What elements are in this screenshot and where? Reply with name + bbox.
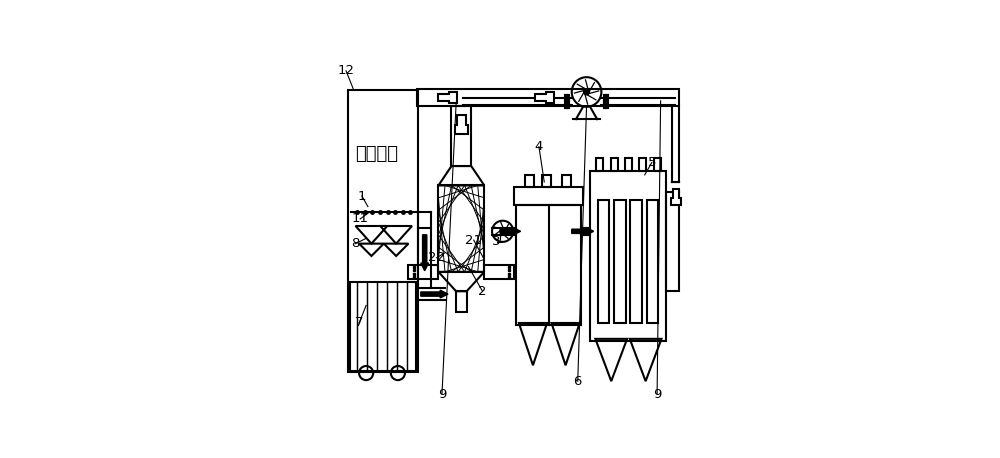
- FancyArrow shape: [421, 290, 448, 298]
- Bar: [562, 175, 571, 187]
- Bar: [654, 158, 661, 171]
- Bar: [484, 265, 514, 279]
- Bar: [451, 106, 471, 166]
- Polygon shape: [455, 115, 468, 134]
- Bar: [542, 175, 551, 187]
- Text: 9: 9: [653, 388, 661, 401]
- Bar: [625, 158, 632, 171]
- Text: 3: 3: [492, 235, 501, 248]
- Bar: [348, 90, 418, 372]
- Bar: [516, 205, 581, 325]
- Polygon shape: [671, 189, 681, 205]
- Polygon shape: [535, 92, 554, 103]
- Bar: [514, 187, 583, 205]
- Bar: [525, 175, 534, 187]
- Bar: [598, 200, 609, 323]
- Text: 8: 8: [351, 237, 360, 250]
- Bar: [596, 158, 603, 171]
- Text: 1: 1: [358, 190, 366, 202]
- Bar: [630, 200, 642, 323]
- Circle shape: [500, 229, 505, 234]
- Bar: [639, 158, 646, 171]
- Text: 7: 7: [355, 316, 363, 329]
- FancyArrow shape: [500, 228, 521, 235]
- Bar: [456, 291, 467, 312]
- Text: 22: 22: [428, 251, 445, 264]
- Text: 6: 6: [574, 375, 582, 387]
- Bar: [611, 158, 618, 171]
- Bar: [614, 200, 626, 323]
- Text: 11: 11: [352, 213, 369, 225]
- Bar: [590, 171, 666, 341]
- Bar: [408, 265, 438, 279]
- Text: 21: 21: [465, 234, 482, 246]
- Bar: [350, 283, 416, 371]
- Bar: [647, 200, 658, 323]
- Text: 湿熄焦塔: 湿熄焦塔: [355, 145, 398, 163]
- Bar: [417, 89, 679, 106]
- Polygon shape: [438, 92, 457, 103]
- Text: 9: 9: [438, 388, 446, 401]
- Text: 4: 4: [535, 140, 543, 153]
- FancyArrow shape: [421, 235, 429, 271]
- Circle shape: [584, 89, 589, 95]
- Text: 12: 12: [338, 64, 355, 77]
- Bar: [666, 192, 679, 291]
- Text: 5: 5: [648, 156, 656, 169]
- Bar: [438, 185, 484, 272]
- Text: 2: 2: [478, 285, 487, 298]
- FancyArrow shape: [572, 228, 594, 235]
